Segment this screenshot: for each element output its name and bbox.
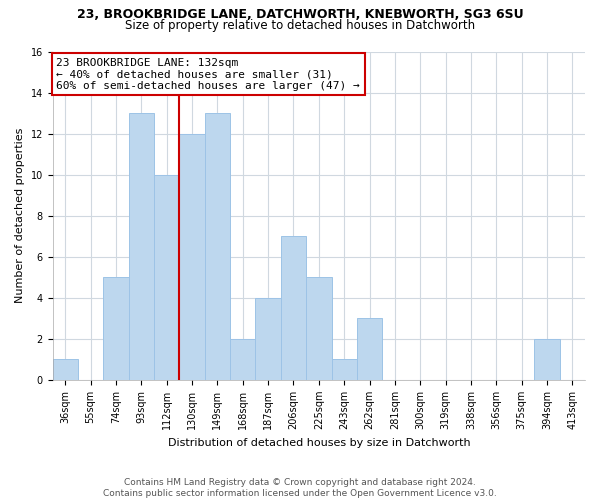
Text: Size of property relative to detached houses in Datchworth: Size of property relative to detached ho… [125, 18, 475, 32]
Bar [306, 278, 332, 380]
Bar [179, 134, 205, 380]
Bar [535, 339, 560, 380]
Y-axis label: Number of detached properties: Number of detached properties [15, 128, 25, 304]
Bar [103, 278, 129, 380]
Bar [205, 113, 230, 380]
Text: 23 BROOKBRIDGE LANE: 132sqm
← 40% of detached houses are smaller (31)
60% of sem: 23 BROOKBRIDGE LANE: 132sqm ← 40% of det… [56, 58, 360, 91]
Bar [281, 236, 306, 380]
X-axis label: Distribution of detached houses by size in Datchworth: Distribution of detached houses by size … [167, 438, 470, 448]
Text: 23, BROOKBRIDGE LANE, DATCHWORTH, KNEBWORTH, SG3 6SU: 23, BROOKBRIDGE LANE, DATCHWORTH, KNEBWO… [77, 8, 523, 20]
Bar [129, 113, 154, 380]
Bar [256, 298, 281, 380]
Bar [332, 360, 357, 380]
Text: Contains HM Land Registry data © Crown copyright and database right 2024.
Contai: Contains HM Land Registry data © Crown c… [103, 478, 497, 498]
Bar [357, 318, 382, 380]
Bar [154, 174, 179, 380]
Bar [230, 339, 256, 380]
Bar [53, 360, 78, 380]
